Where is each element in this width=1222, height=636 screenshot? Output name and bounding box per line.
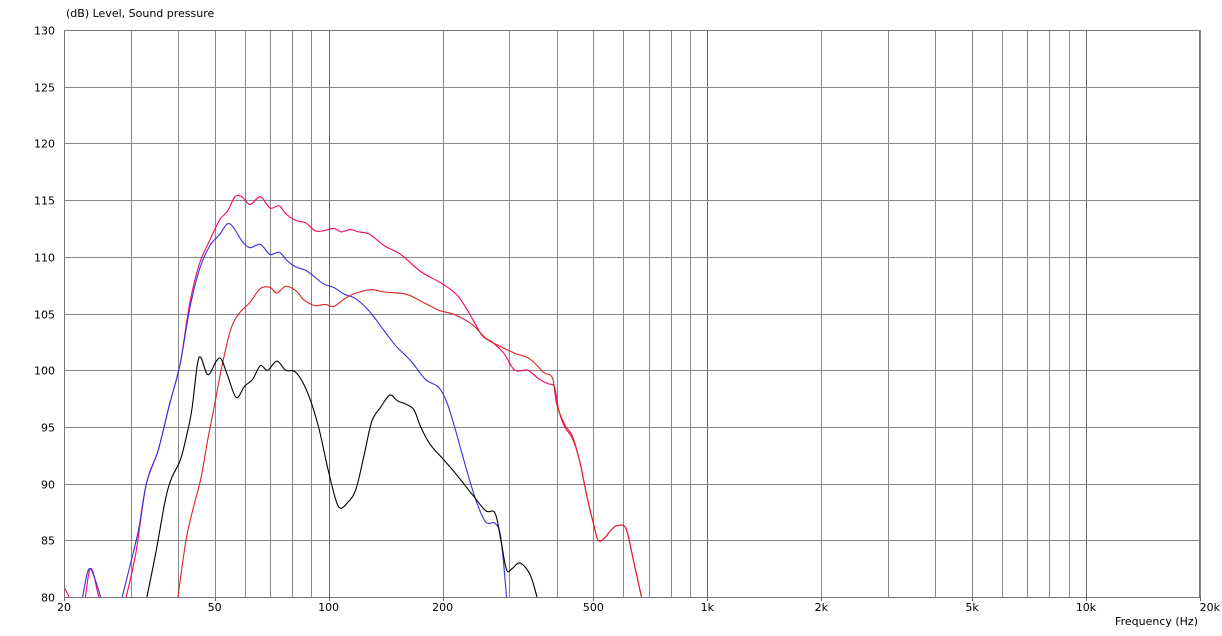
series-line — [177, 285, 643, 597]
x-tick-label: 500 — [583, 601, 604, 614]
series-line — [121, 223, 508, 597]
y-tick-label: 95 — [41, 422, 55, 435]
y-tick-label: 125 — [34, 82, 55, 95]
series-line — [84, 568, 100, 597]
series-line — [82, 567, 102, 597]
x-tick-label: 200 — [432, 601, 453, 614]
y-tick-label: 80 — [41, 592, 55, 605]
y-tick-labels: 130 125 120 115 110 105 100 95 90 85 80 — [34, 25, 55, 605]
series-line — [146, 356, 538, 597]
x-tick-label: 100 — [318, 601, 339, 614]
series-1 — [82, 223, 508, 597]
y-tick-label: 130 — [34, 25, 55, 38]
x-tick-label: 1k — [701, 601, 715, 614]
x-tick-label: 5k — [965, 601, 979, 614]
series-2 — [177, 285, 643, 597]
y-tick-label: 110 — [34, 252, 55, 265]
y-tick-label: 120 — [34, 138, 55, 151]
y-tick-label: 100 — [34, 365, 55, 378]
y-tick-label: 90 — [41, 479, 55, 492]
x-tick-label: 50 — [208, 601, 222, 614]
x-axis-label: Frequency (Hz) — [1115, 615, 1198, 628]
series-group — [64, 194, 643, 597]
grid — [64, 30, 1201, 601]
series-0 — [64, 194, 643, 597]
series-3 — [146, 356, 538, 597]
x-tick-label: 20 — [57, 601, 71, 614]
y-tick-label: 115 — [34, 195, 55, 208]
x-tick-labels: 20 50 100 200 500 1k 2k 5k 10k 20k — [57, 601, 1221, 614]
chart-title: (dB) Level, Sound pressure — [66, 7, 215, 20]
y-tick-label: 105 — [34, 309, 55, 322]
x-tick-label: 20k — [1200, 601, 1221, 614]
x-tick-label: 10k — [1076, 601, 1097, 614]
series-line — [125, 194, 643, 597]
y-tick-label: 85 — [41, 535, 55, 548]
plot-frame — [64, 30, 1200, 598]
x-tick-label: 2k — [815, 601, 829, 614]
